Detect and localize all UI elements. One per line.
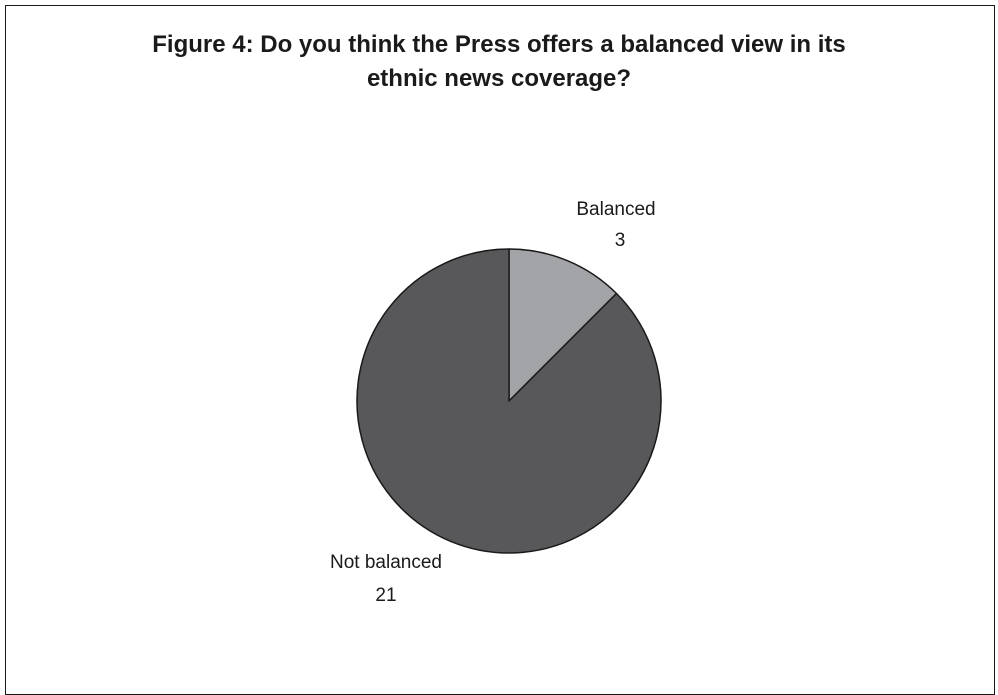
pie-slice-not-balanced	[356, 248, 662, 554]
pie-slice-balanced	[508, 248, 618, 402]
chart-title: Figure 4: Do you think the Press offers …	[0, 28, 998, 96]
chart-title-line-2: ethnic news coverage?	[366, 65, 632, 92]
slice-label-not-balanced-name: Not balanced	[330, 552, 442, 573]
slice-label-balanced-value: 3	[615, 230, 626, 251]
chart-title-line-1: Figure 4: Do you think the Press offers …	[152, 31, 846, 58]
slice-label-not-balanced-value: 21	[375, 585, 396, 606]
pie-labels: Balanced 3 Not balanced 21	[330, 199, 656, 606]
pie-slices	[356, 248, 662, 554]
slice-label-balanced-name: Balanced	[576, 199, 655, 220]
